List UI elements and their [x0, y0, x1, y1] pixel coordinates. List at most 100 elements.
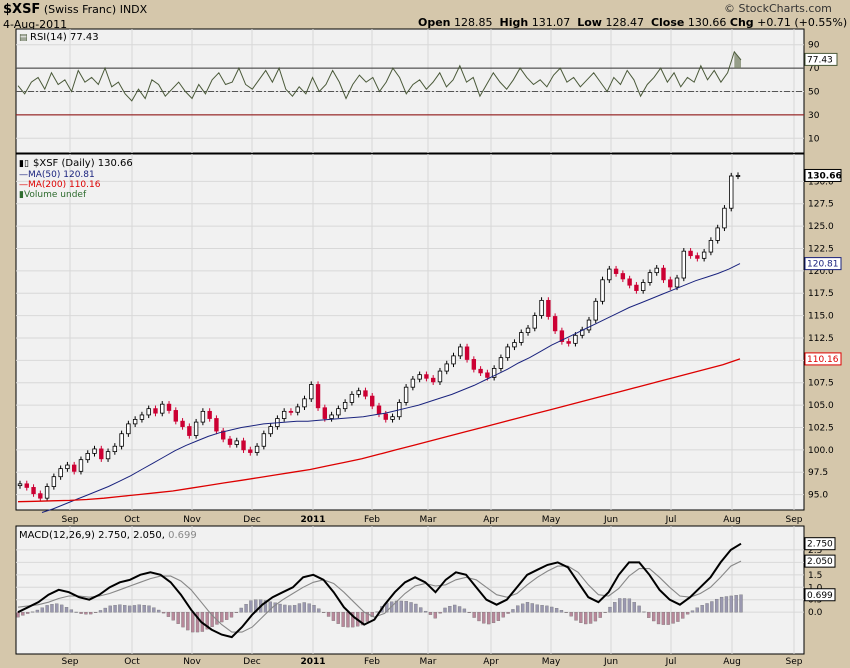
candle-body — [613, 268, 619, 274]
histogram-bar — [729, 595, 733, 613]
rsi-tick-label: 30 — [808, 111, 820, 121]
x-tick-label: Jul — [665, 515, 677, 525]
price-panel: 95.097.5100.0102.5105.0107.5110.0112.511… — [15, 153, 842, 513]
x-tick-label: Oct — [124, 657, 140, 667]
histogram-bar — [501, 612, 505, 618]
histogram-bar — [462, 608, 467, 613]
rsi-tick-label: 10 — [808, 134, 820, 144]
price-last-value: 110.16 — [807, 355, 839, 365]
x-tick-label: Sep — [62, 515, 79, 525]
price-tick-label: 100.0 — [808, 446, 834, 456]
candle-body — [607, 268, 612, 281]
histogram-bar — [724, 596, 729, 613]
histogram-bar — [341, 612, 345, 627]
histogram-bar — [365, 612, 370, 622]
x-tick-label: Aug — [723, 657, 741, 667]
copyright: © StockCharts.com — [724, 2, 832, 15]
histogram-bar — [685, 612, 690, 615]
histogram-bar — [487, 612, 491, 625]
ohlc-icon: ▮▯ — [19, 159, 29, 169]
histogram-bar — [520, 603, 525, 613]
candle-body — [85, 453, 90, 461]
histogram-bar — [147, 605, 151, 613]
histogram-bar — [438, 612, 442, 614]
candle-body — [661, 267, 666, 281]
candle-body — [221, 430, 226, 440]
histogram-bar — [98, 610, 103, 613]
histogram-bar — [482, 612, 486, 624]
histogram-bar — [108, 605, 112, 613]
histogram-bar — [530, 603, 534, 613]
histogram-bar — [632, 602, 636, 613]
candle-body — [498, 357, 504, 369]
candle-body — [166, 403, 172, 411]
legend-ma200-dash: — — [19, 180, 28, 190]
histogram-bar — [666, 612, 670, 625]
candle-body — [681, 250, 687, 279]
candle-body — [71, 464, 77, 472]
histogram-bar — [428, 612, 433, 615]
candle-body — [295, 406, 300, 413]
rsi-icon: ▤ — [19, 33, 28, 43]
candle-body — [464, 346, 470, 360]
histogram-bar — [448, 606, 452, 613]
candle-body — [708, 240, 714, 253]
histogram-bar — [613, 602, 617, 613]
histogram-bar — [457, 606, 462, 613]
candle-body — [139, 414, 145, 420]
histogram-bar — [681, 612, 685, 619]
low-label: Low — [577, 16, 602, 29]
candle-body — [126, 423, 131, 435]
macd-last-value: 2.750 — [807, 540, 833, 550]
histogram-bar — [74, 611, 78, 613]
candle-body — [512, 342, 517, 348]
histogram-bar — [540, 605, 544, 613]
candle-body — [722, 207, 727, 229]
macd-title: MACD(12,26,9) 2.750, 2.050, 0.699 — [19, 530, 197, 541]
candle-body — [17, 483, 23, 487]
x-tick-label: 2011 — [300, 657, 325, 667]
price-tick-label: 115.0 — [808, 312, 834, 322]
candle-body — [302, 398, 307, 408]
price-tick-label: 127.5 — [808, 200, 834, 210]
candle-body — [403, 386, 409, 403]
price-last-marker — [804, 352, 842, 366]
candle-body — [241, 440, 246, 451]
ma50-line — [41, 263, 741, 513]
candle-body — [668, 279, 673, 288]
histogram-bar — [60, 604, 64, 613]
price-last-markers: 130.66 120.81 110.16 — [804, 168, 842, 366]
histogram-bar — [608, 606, 612, 613]
histogram-bar — [642, 611, 646, 613]
legend-volume: ▮Volume undef — [19, 190, 87, 200]
candle-body — [200, 410, 206, 423]
chg-value: +0.71 (+0.55%) — [757, 16, 848, 29]
histogram-bar — [690, 610, 695, 613]
histogram-bar — [191, 612, 195, 633]
candle-body — [458, 346, 463, 357]
macd-title-hist: 0.699 — [168, 530, 197, 541]
candle-body — [44, 486, 50, 499]
macd-tick-label: 0.0 — [808, 608, 823, 618]
price-last-marker — [804, 168, 842, 182]
histogram-bar — [331, 612, 336, 621]
candle-body — [383, 413, 388, 420]
histogram-bar — [370, 612, 374, 617]
x-axis-price: Sep Oct Nov Dec 2011 Feb Mar Apr May Jun Jul Aug Sep — [62, 515, 803, 525]
histogram-bar — [719, 596, 724, 613]
histogram-bar — [419, 607, 423, 613]
price-tick-label: 120.0 — [808, 267, 834, 277]
histogram-bar — [288, 605, 292, 613]
histogram-bar — [511, 609, 515, 613]
histogram-bar — [676, 612, 680, 622]
histogram-bar — [671, 612, 675, 624]
price-panel-frame — [15, 153, 805, 511]
candle-body — [620, 273, 626, 280]
candle-body — [444, 363, 449, 372]
histogram-bar — [506, 612, 510, 614]
histogram-bar — [346, 612, 350, 628]
legend-volume-label: Volume undef — [24, 190, 87, 200]
histogram-bar — [472, 612, 476, 618]
candle-body — [261, 433, 267, 447]
